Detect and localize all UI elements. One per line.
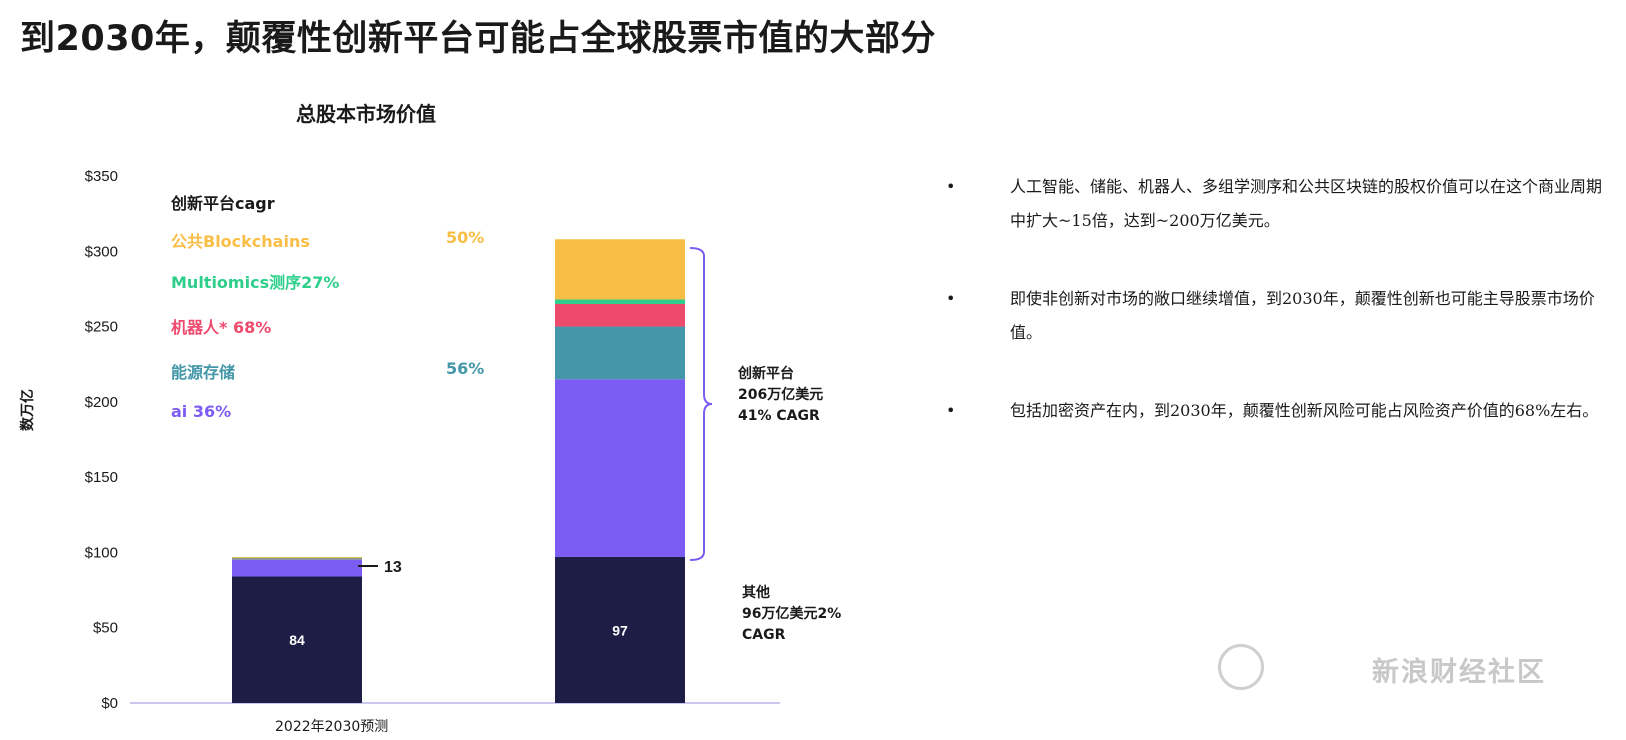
data-label: 84 — [289, 632, 305, 648]
other-annotation-line-3: CAGR — [742, 627, 786, 643]
sina-logo-icon — [1218, 644, 1264, 690]
bar-segment — [232, 559, 362, 577]
bar-segment — [555, 239, 685, 300]
y-axis-label: 数万亿 — [19, 389, 36, 431]
y-tick-label: $50 — [93, 620, 118, 637]
other-annotation-line-1: 其他 — [742, 585, 770, 601]
legend-item-multiomics: Multiomics测序27% — [171, 273, 340, 292]
y-axis-ticks: $0 $50 $100 $150 $200 $250 $300 $350 — [85, 168, 118, 712]
data-labels: 84 97 13 — [289, 559, 628, 648]
y-tick-label: $100 — [85, 544, 118, 561]
platform-bracket — [689, 247, 713, 561]
bullet-text: 人工智能、储能、机器人、多组学测序和公共区块链的股权价值可以在这个商业周期中扩大… — [1010, 177, 1603, 230]
bullet-dot-icon: • — [946, 401, 956, 420]
bullet-list: • 人工智能、储能、机器人、多组学测序和公共区块链的股权价值可以在这个商业周期中扩… — [946, 170, 1610, 472]
bar-segment — [555, 379, 685, 557]
bar-segment — [232, 558, 362, 560]
platform-annotation-line-2: 206万亿美元 — [738, 387, 824, 403]
bullet-dot-icon: • — [946, 177, 956, 196]
bullet-text: 包括加密资产在内，到2030年，颠覆性创新风险可能占风险资产价值的68%左右。 — [1010, 401, 1599, 420]
legend-value-blockchains: 50% — [446, 228, 485, 247]
slide-title: 到2030年，颠覆性创新平台可能占全球股票市值的大部分 — [20, 19, 936, 59]
bullet-text: 即使非创新对市场的敞口继续增值，到2030年，颠覆性创新也可能主导股票市场价值。 — [1010, 289, 1595, 342]
platform-annotation: 创新平台 206万亿美元 41% CAGR — [738, 364, 823, 427]
other-annotation: 其他 96万亿美元2% CAGR — [742, 583, 841, 646]
other-annotation-line-2: 96万亿美元2% — [742, 606, 842, 622]
bar-segment — [232, 557, 362, 559]
bullet-item: • 即使非创新对市场的敞口继续增值，到2030年，颠覆性创新也可能主导股票市场价值… — [946, 282, 1610, 350]
y-tick-label: $200 — [85, 394, 118, 411]
bullet-item: • 包括加密资产在内，到2030年，颠覆性创新风险可能占风险资产价值的68%左右。 — [946, 394, 1610, 428]
bar-segment — [555, 303, 685, 327]
bar-segment — [555, 556, 685, 703]
data-label: 97 — [612, 623, 628, 639]
legend-item-ai: ai 36% — [171, 402, 232, 421]
y-tick-label: $300 — [85, 243, 118, 260]
bar-segment — [555, 326, 685, 380]
watermark: 新浪财经社区 — [1372, 657, 1546, 688]
platform-annotation-line-3: 41% CAGR — [738, 408, 820, 424]
data-label: 13 — [384, 559, 402, 576]
legend-title: 创新平台cagr — [171, 194, 275, 213]
y-tick-label: $350 — [85, 168, 118, 185]
legend-item-energy-storage: 能源存储 — [171, 363, 236, 382]
bars — [232, 239, 685, 703]
bar-segment — [555, 299, 685, 304]
bullet-item: • 人工智能、储能、机器人、多组学测序和公共区块链的股权价值可以在这个商业周期中扩… — [946, 170, 1610, 238]
x-axis-label: 2022年2030预测 — [275, 719, 389, 735]
legend-value-energy-storage: 56% — [446, 359, 485, 378]
bar-segment — [232, 576, 362, 703]
bar-segment — [232, 556, 362, 558]
platform-annotation-line-1: 创新平台 — [738, 366, 794, 382]
y-tick-label: $0 — [101, 695, 118, 712]
legend-item-robotics: 机器人* 68% — [171, 318, 272, 337]
y-tick-label: $250 — [85, 319, 118, 336]
legend-item-blockchains: 公共Blockchains — [171, 232, 310, 251]
chart-title: 总股本市场价值 — [296, 102, 436, 126]
bar-segment — [232, 559, 362, 560]
y-tick-label: $150 — [85, 469, 118, 486]
bullet-dot-icon: • — [946, 289, 956, 308]
